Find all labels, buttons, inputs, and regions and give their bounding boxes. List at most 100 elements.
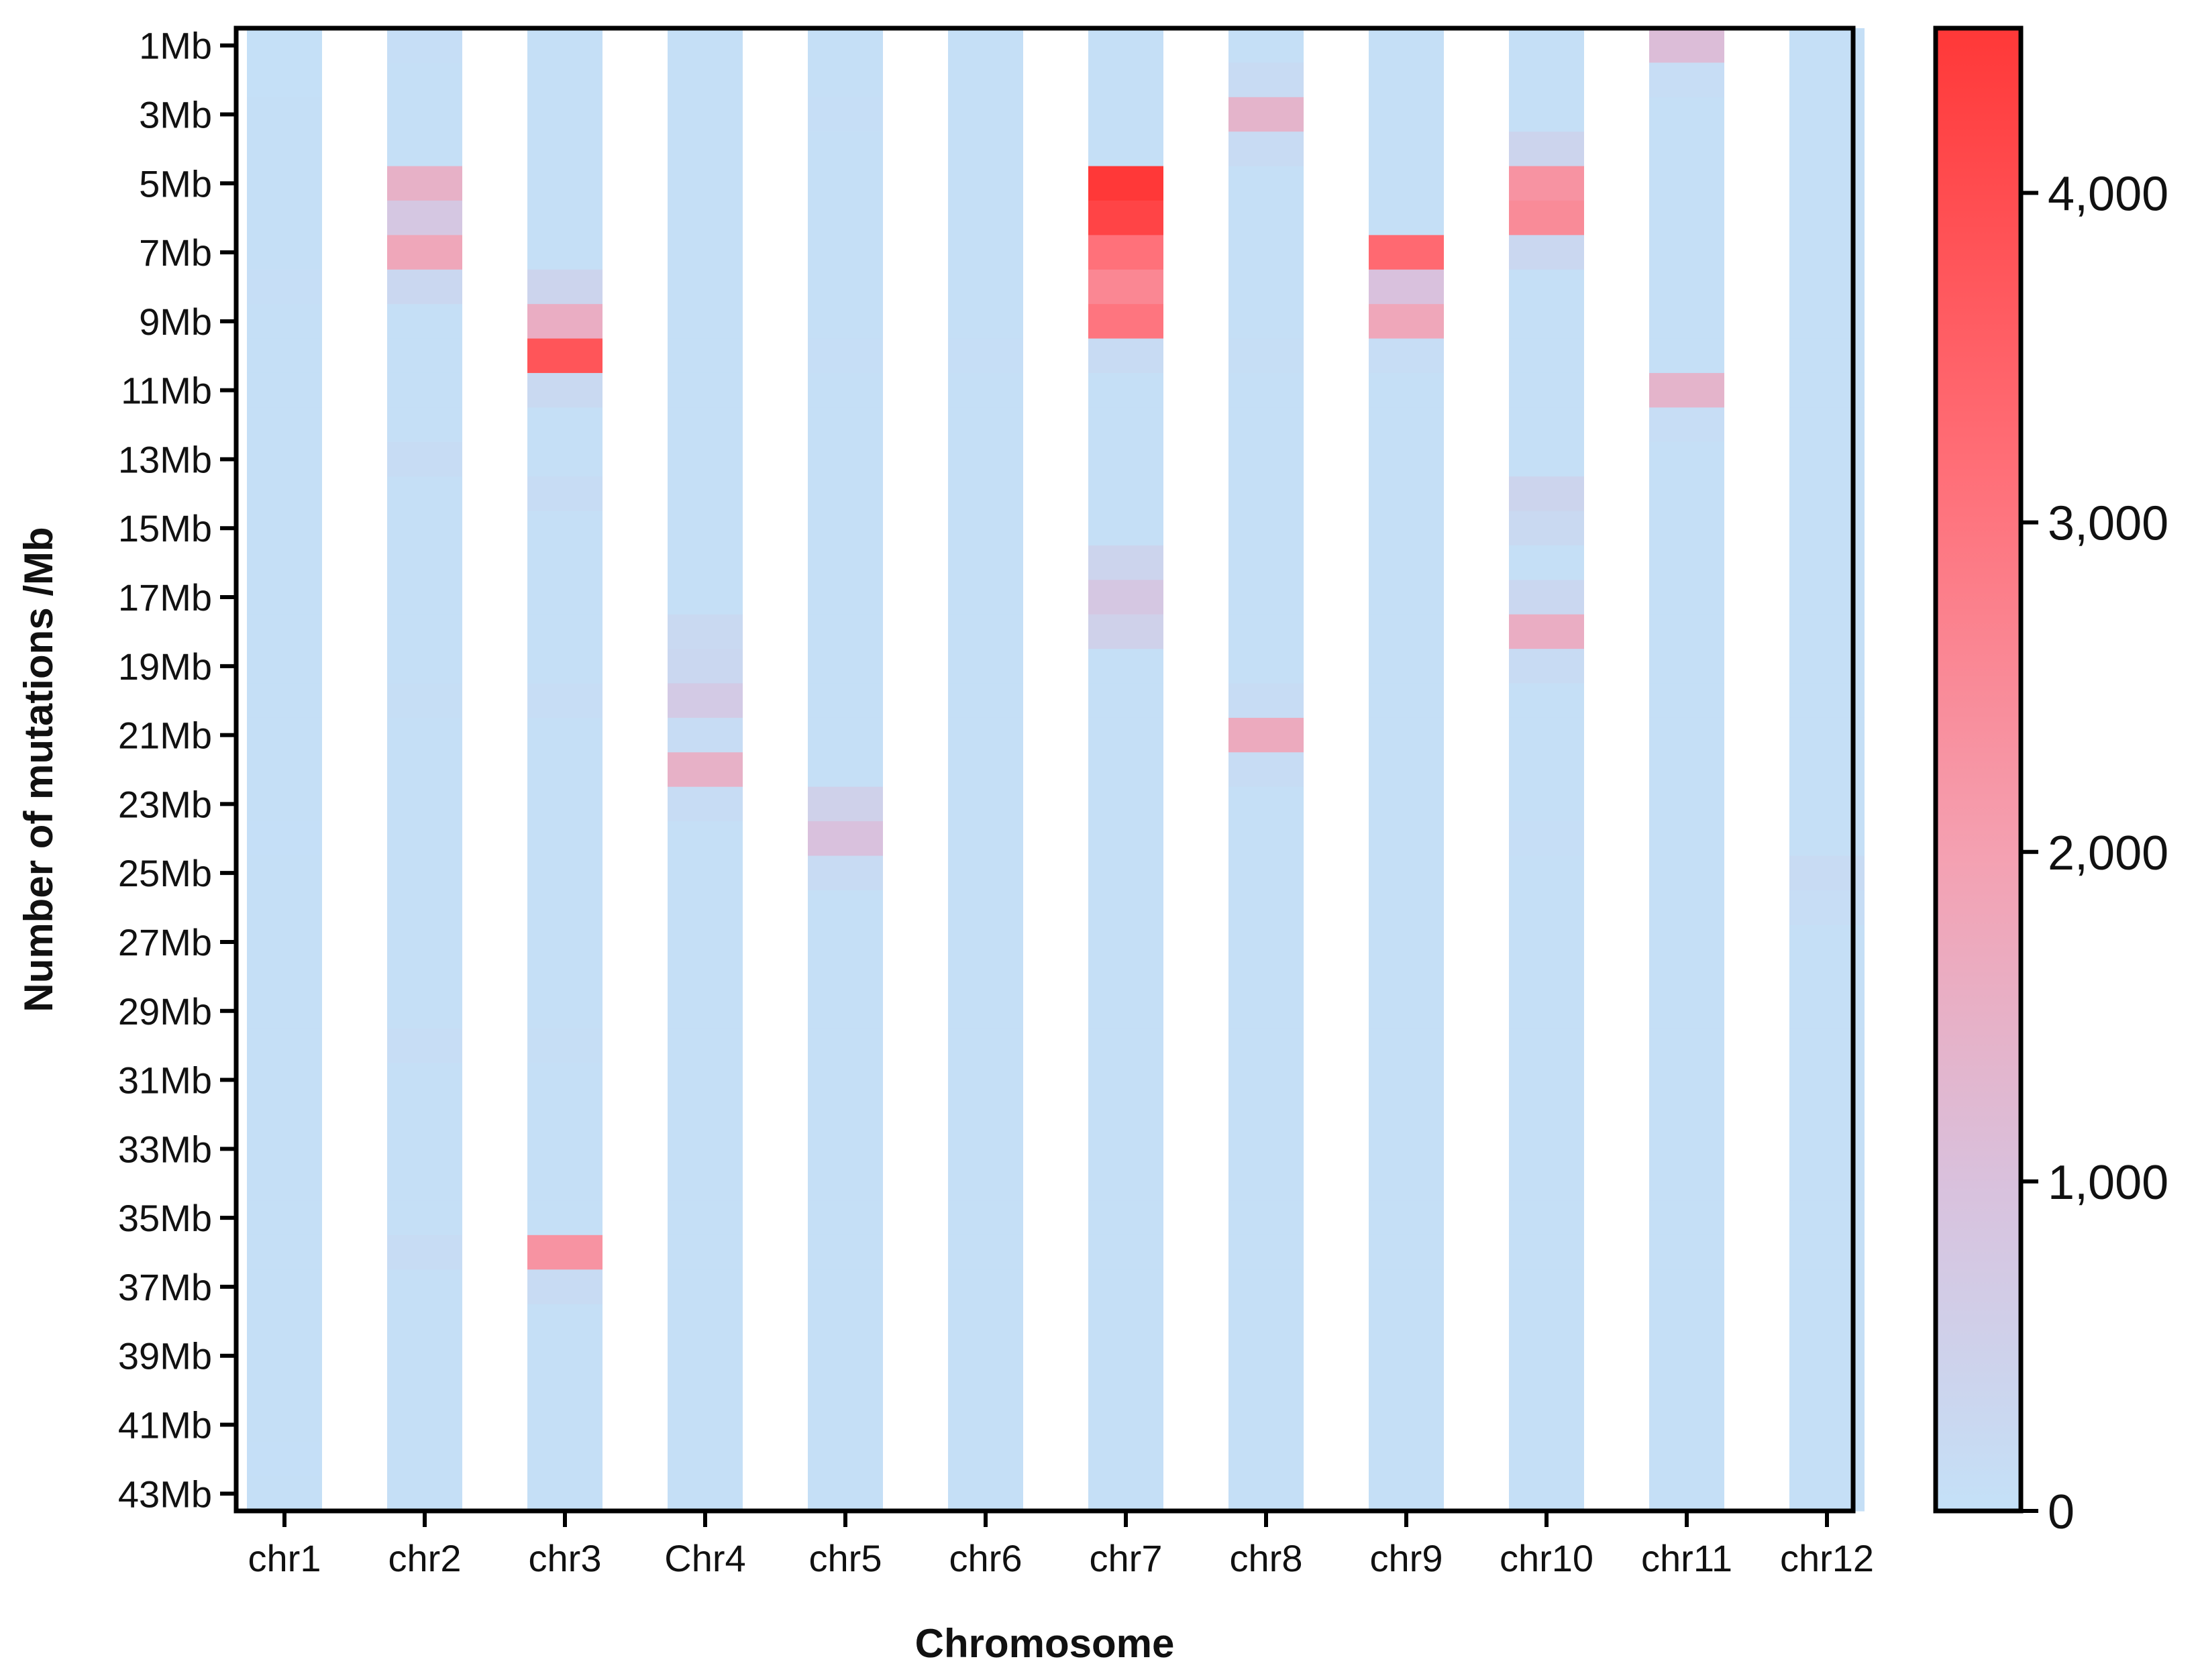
heatmap-cell-chr6-bin-5 bbox=[948, 166, 1023, 201]
heatmap-cell-chr9-bin-10 bbox=[1369, 338, 1444, 374]
heatmap-cell-chr8-bin-1 bbox=[1228, 28, 1304, 63]
heatmap-cell-chr9-bin-26 bbox=[1369, 890, 1444, 925]
colorbar-tick-label: 4,000 bbox=[2048, 168, 2168, 221]
heatmap-cell-chr8-bin-36 bbox=[1228, 1235, 1304, 1270]
heatmap-cell-chr1-bin-5 bbox=[247, 166, 322, 201]
heatmap-cell-chr4-bin-6 bbox=[668, 200, 743, 235]
heatmap-cell-chr6-bin-15 bbox=[948, 511, 1023, 546]
heatmap-cell-chr7-bin-13 bbox=[1088, 441, 1163, 477]
heatmap-cell-chr4-bin-27 bbox=[668, 925, 743, 960]
heatmap-cell-chr2-bin-1 bbox=[387, 28, 462, 63]
heatmap-cell-chr10-bin-10 bbox=[1509, 338, 1584, 374]
heatmap-cell-chr7-bin-42 bbox=[1088, 1442, 1163, 1477]
heatmap-cell-chr9-bin-35 bbox=[1369, 1200, 1444, 1236]
heatmap-cell-chr8-bin-37 bbox=[1228, 1269, 1304, 1305]
heatmap-cell-chr4-bin-24 bbox=[668, 821, 743, 857]
heatmap-cell-chr5-bin-21 bbox=[808, 717, 883, 753]
heatmap-cell-chr2-bin-29 bbox=[387, 994, 462, 1029]
heatmap-cell-chr10-bin-22 bbox=[1509, 752, 1584, 788]
x-tick-label: chr6 bbox=[949, 1537, 1023, 1579]
heatmap-cell-chr9-bin-20 bbox=[1369, 683, 1444, 719]
heatmap-cell-chr2-bin-34 bbox=[387, 1166, 462, 1202]
colorbar-ticks: 0 1,000 2,000 3,000 4,000 bbox=[2021, 168, 2168, 1539]
heatmap-cell-chr3-bin-20 bbox=[527, 683, 603, 719]
heatmap-cell-chr2-bin-27 bbox=[387, 925, 462, 960]
heatmap-cell-chr10-bin-13 bbox=[1509, 441, 1584, 477]
heatmap-cell-chr8-bin-34 bbox=[1228, 1166, 1304, 1202]
y-axis-title: Number of mutations /Mb bbox=[16, 527, 61, 1012]
y-tick-label: 37Mb bbox=[118, 1266, 212, 1308]
heatmap-cell-chr11-bin-35 bbox=[1649, 1200, 1724, 1236]
heatmap-cell-chr6-bin-28 bbox=[948, 959, 1023, 994]
heatmap-cell-chr7-bin-40 bbox=[1088, 1373, 1163, 1408]
heatmap-cell-chr9-bin-33 bbox=[1369, 1131, 1444, 1167]
heatmap-cell-chr1-bin-22 bbox=[247, 752, 322, 788]
heatmap-cell-chr8-bin-24 bbox=[1228, 821, 1304, 857]
heatmap-cell-chr2-bin-7 bbox=[387, 235, 462, 270]
heatmap-cell-chr7-bin-20 bbox=[1088, 683, 1163, 719]
heatmap-cell-chr6-bin-21 bbox=[948, 717, 1023, 753]
heatmap-cell-chr3-bin-11 bbox=[527, 372, 603, 408]
heatmap-cell-chr4-bin-3 bbox=[668, 97, 743, 132]
heatmap-cell-chr10-bin-12 bbox=[1509, 407, 1584, 443]
heatmap-cell-chr2-bin-10 bbox=[387, 338, 462, 374]
heatmap-cell-chr6-bin-29 bbox=[948, 994, 1023, 1029]
heatmap-cell-chr3-bin-6 bbox=[527, 200, 603, 235]
heatmap-cell-chr5-bin-25 bbox=[808, 855, 883, 891]
heatmap-cell-chr7-bin-2 bbox=[1088, 62, 1163, 98]
heatmap-cell-chr9-bin-32 bbox=[1369, 1097, 1444, 1133]
heatmap-cell-chr5-bin-42 bbox=[808, 1442, 883, 1477]
heatmap-cell-chr2-bin-32 bbox=[387, 1097, 462, 1133]
heatmap-cell-chr3-bin-36 bbox=[527, 1235, 603, 1270]
heatmap-cell-chr10-bin-21 bbox=[1509, 717, 1584, 753]
heatmap-cell-chr6-bin-9 bbox=[948, 304, 1023, 339]
heatmap-cell-chr9-bin-16 bbox=[1369, 545, 1444, 580]
heatmap-cell-chr10-bin-33 bbox=[1509, 1131, 1584, 1167]
heatmap-cell-chr6-bin-16 bbox=[948, 545, 1023, 580]
heatmap-cell-chr3-bin-26 bbox=[527, 890, 603, 925]
heatmap-cell-chr10-bin-18 bbox=[1509, 614, 1584, 649]
heatmap-cell-chr3-bin-13 bbox=[527, 441, 603, 477]
heatmap-cell-chr9-bin-30 bbox=[1369, 1028, 1444, 1063]
heatmap-cell-chr3-bin-43 bbox=[527, 1476, 603, 1512]
heatmap-cell-chr10-bin-35 bbox=[1509, 1200, 1584, 1236]
heatmap-cell-chr8-bin-19 bbox=[1228, 649, 1304, 684]
heatmap-cell-chr3-bin-41 bbox=[527, 1407, 603, 1442]
heatmap-cell-chr8-bin-8 bbox=[1228, 269, 1304, 305]
heatmap-cell-chr4-bin-38 bbox=[668, 1304, 743, 1339]
x-axis-title: Chromosome bbox=[915, 1621, 1175, 1666]
heatmap-cell-chr6-bin-18 bbox=[948, 614, 1023, 649]
x-tick-label: chr3 bbox=[529, 1537, 602, 1579]
heatmap-cell-chr3-bin-10 bbox=[527, 338, 603, 374]
heatmap-cell-chr4-bin-12 bbox=[668, 407, 743, 443]
heatmap-cell-chr2-bin-6 bbox=[387, 200, 462, 235]
heatmap-cell-chr4-bin-2 bbox=[668, 62, 743, 98]
heatmap-cell-chr6-bin-6 bbox=[948, 200, 1023, 235]
heatmap-cell-chr4-bin-7 bbox=[668, 235, 743, 270]
heatmap-cell-chr1-bin-3 bbox=[247, 97, 322, 132]
heatmap-cell-chr8-bin-15 bbox=[1228, 511, 1304, 546]
heatmap-cell-chr11-bin-23 bbox=[1649, 786, 1724, 822]
heatmap-cell-chr7-bin-9 bbox=[1088, 304, 1163, 339]
heatmap-cell-chr4-bin-42 bbox=[668, 1442, 743, 1477]
heatmap-cell-chr1-bin-37 bbox=[247, 1269, 322, 1305]
heatmap-cell-chr3-bin-12 bbox=[527, 407, 603, 443]
heatmap-cell-chr10-bin-17 bbox=[1509, 580, 1584, 615]
x-tick-label: chr12 bbox=[1780, 1537, 1874, 1579]
heatmap-cell-chr7-bin-39 bbox=[1088, 1338, 1163, 1374]
heatmap-cell-chr3-bin-3 bbox=[527, 97, 603, 132]
heatmap-cell-chr3-bin-17 bbox=[527, 580, 603, 615]
heatmap-cell-chr11-bin-40 bbox=[1649, 1373, 1724, 1408]
heatmap-cell-chr1-bin-34 bbox=[247, 1166, 322, 1202]
heatmap-cell-chr8-bin-33 bbox=[1228, 1131, 1304, 1167]
heatmap-cell-chr6-bin-11 bbox=[948, 372, 1023, 408]
heatmap-cell-chr11-bin-43 bbox=[1649, 1476, 1724, 1512]
heatmap-cell-chr4-bin-1 bbox=[668, 28, 743, 63]
x-tick-label: chr5 bbox=[809, 1537, 882, 1579]
heatmap-cell-chr5-bin-33 bbox=[808, 1131, 883, 1167]
y-tick-label: 23Mb bbox=[118, 783, 212, 825]
heatmap-cell-chr2-bin-24 bbox=[387, 821, 462, 857]
heatmap-cell-chr6-bin-13 bbox=[948, 441, 1023, 477]
heatmap-cell-chr5-bin-22 bbox=[808, 752, 883, 788]
heatmap-cell-chr3-bin-5 bbox=[527, 166, 603, 201]
